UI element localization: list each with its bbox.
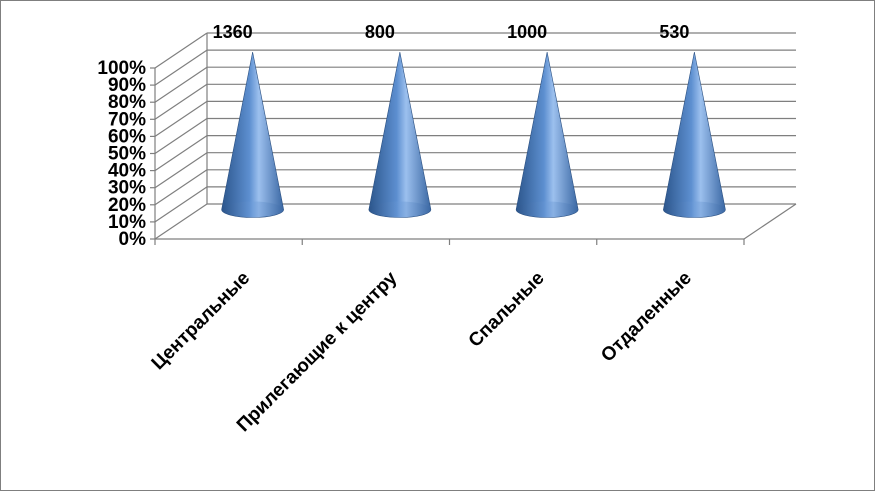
cone-1 xyxy=(221,51,284,218)
y-tick-label: 70% xyxy=(108,109,146,130)
category-label: Центральные xyxy=(148,268,255,375)
cone-base xyxy=(221,201,284,218)
side-gridline xyxy=(154,100,208,137)
y-tick-label: 20% xyxy=(108,195,146,216)
side-gridline xyxy=(154,32,208,69)
side-gridline xyxy=(154,49,208,86)
cone-2 xyxy=(368,51,432,218)
data-label: 1000 xyxy=(507,22,547,42)
floor-right-edge xyxy=(743,203,797,240)
cone-base xyxy=(516,201,579,218)
cone-base xyxy=(663,201,726,218)
cones xyxy=(221,51,726,218)
y-tick-label: 80% xyxy=(108,92,146,113)
category-label: Отдаленные xyxy=(597,268,696,367)
side-gridline xyxy=(154,83,208,120)
cone-base xyxy=(368,201,431,218)
y-tick-label: 40% xyxy=(108,161,146,182)
y-axis-ticks: 0%10%20%30%40%50%60%70%80%90%100% xyxy=(97,58,146,250)
y-tick-label: 100% xyxy=(97,58,146,79)
category-label: Прилегающие к центру xyxy=(233,267,402,436)
cone-body xyxy=(221,51,284,218)
cone-body xyxy=(515,51,579,218)
side-gridline xyxy=(154,186,208,223)
cone-3 xyxy=(515,51,579,218)
data-labels: 1360 800 1000 530 xyxy=(213,22,690,42)
data-label: 1360 xyxy=(213,22,253,42)
y-tick-label: 10% xyxy=(108,212,146,233)
y-tick-label: 30% xyxy=(108,178,146,199)
side-gridline xyxy=(154,118,208,154)
y-tick-label: 90% xyxy=(108,75,146,96)
y-tick-label: 60% xyxy=(108,126,146,147)
data-label: 800 xyxy=(365,22,395,42)
cone-body xyxy=(663,51,726,218)
category-label: Спальные xyxy=(465,268,549,352)
side-gridline xyxy=(154,135,208,172)
side-gridline xyxy=(154,66,208,103)
side-gridline xyxy=(154,169,208,206)
side-gridline xyxy=(154,203,208,240)
y-tick-label: 0% xyxy=(119,229,147,250)
data-label: 530 xyxy=(659,22,689,42)
y-tick-label: 50% xyxy=(108,144,146,165)
cone-4 xyxy=(663,51,726,218)
side-gridline xyxy=(154,152,208,189)
cone-body xyxy=(368,51,432,218)
